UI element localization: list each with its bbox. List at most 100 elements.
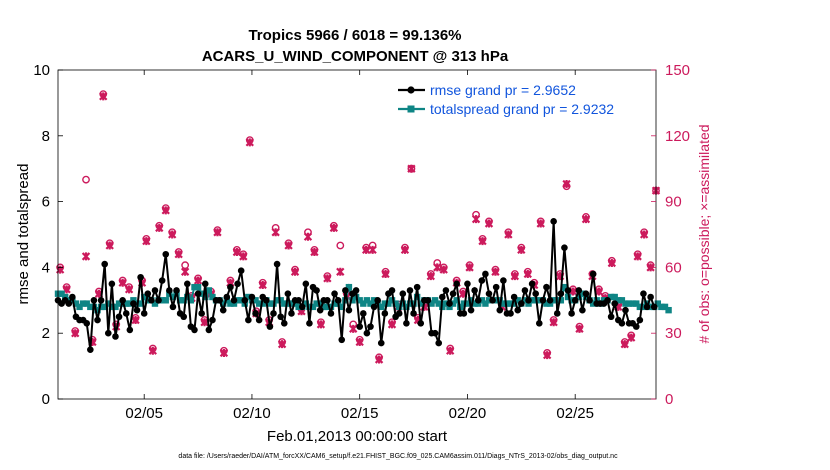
rmse-point bbox=[245, 316, 252, 324]
legend-spread-marker bbox=[407, 105, 415, 113]
rmse-point bbox=[298, 303, 306, 311]
obs-assimilated-point bbox=[284, 241, 293, 250]
rmse-point bbox=[622, 306, 629, 314]
rmse-point bbox=[363, 329, 371, 337]
totalspread-point bbox=[514, 297, 521, 304]
totalspread-point bbox=[302, 300, 310, 307]
totalspread-point bbox=[220, 300, 227, 307]
plot-area-frame bbox=[57, 69, 657, 400]
totalspread-point bbox=[144, 297, 151, 304]
totalspread-point bbox=[97, 303, 105, 311]
obs-assimilated-point bbox=[168, 230, 177, 239]
rmse-point bbox=[374, 297, 381, 304]
obs-assimilated-point bbox=[118, 278, 127, 287]
rmse-point bbox=[288, 310, 295, 317]
obs-assimilated-point bbox=[407, 164, 416, 173]
obs-assimilated-point bbox=[239, 252, 248, 261]
totalspread-point bbox=[561, 283, 568, 291]
rmse-point bbox=[632, 323, 640, 330]
totalspread-point bbox=[76, 303, 83, 311]
obs-assimilated-point bbox=[484, 219, 494, 228]
rmse-point bbox=[263, 297, 270, 304]
rmse-point bbox=[194, 290, 202, 298]
rmse-point bbox=[449, 290, 457, 298]
rmse-point bbox=[227, 283, 234, 291]
rmse-point bbox=[352, 287, 360, 294]
legend-spread-label: totalspread grand pr = 2.9232 bbox=[430, 101, 614, 117]
rmse-point bbox=[532, 290, 539, 298]
totalspread-point bbox=[58, 290, 65, 297]
totalspread-point bbox=[428, 300, 435, 307]
rmse-point bbox=[561, 244, 568, 251]
totalspread-point bbox=[431, 297, 439, 304]
rmse-point bbox=[266, 323, 274, 330]
rmse-point bbox=[144, 290, 152, 298]
x-tick-label: 02/10 bbox=[233, 405, 271, 422]
rmse-point bbox=[377, 339, 385, 347]
totalspread-point bbox=[115, 300, 123, 307]
totalspread-point bbox=[622, 300, 629, 307]
x-tick-label: 02/25 bbox=[556, 405, 594, 422]
rmse-point bbox=[471, 287, 478, 294]
totalspread-point bbox=[381, 300, 389, 307]
totalspread-point bbox=[442, 300, 450, 307]
totalspread-point bbox=[550, 297, 557, 304]
rmse-point bbox=[316, 306, 324, 314]
rmse-point bbox=[162, 250, 170, 258]
totalspread-point bbox=[640, 303, 647, 311]
totalspread-point bbox=[607, 293, 615, 301]
totalspread-point bbox=[327, 303, 335, 311]
rmse-point bbox=[237, 267, 245, 274]
obs-assimilated-point bbox=[536, 219, 545, 228]
rmse-point bbox=[460, 310, 468, 317]
obs-assimilated-point bbox=[193, 276, 203, 285]
rmse-point bbox=[248, 293, 256, 301]
rmse-point bbox=[94, 316, 101, 324]
rmse-point bbox=[650, 303, 658, 311]
obs-assimilated-point bbox=[368, 245, 377, 255]
obs-assimilated-point bbox=[232, 247, 242, 257]
obs-assimilated-point bbox=[491, 267, 500, 276]
totalspread-point bbox=[176, 297, 184, 304]
totalspread-point bbox=[564, 293, 572, 301]
rmse-point bbox=[367, 323, 374, 330]
totalspread-point bbox=[306, 303, 313, 311]
rmse-point bbox=[270, 310, 277, 317]
y-axis-label: rmse and totalspread bbox=[15, 164, 32, 305]
obs-assimilated-point bbox=[219, 348, 229, 358]
rmse-point bbox=[180, 313, 188, 321]
rmse-point bbox=[201, 280, 209, 288]
obs-assimilated-point bbox=[174, 250, 183, 259]
obs-assimilated-point bbox=[105, 241, 114, 250]
rmse-point bbox=[446, 300, 453, 307]
rmse-point bbox=[65, 300, 73, 307]
rmse-point bbox=[413, 283, 421, 291]
y-tick-label: 2 bbox=[42, 325, 50, 342]
totalspread-point bbox=[202, 293, 209, 301]
y-tick-label: 8 bbox=[42, 128, 50, 145]
rmse-point bbox=[122, 310, 130, 317]
obs-assimilated-point bbox=[607, 258, 617, 268]
rmse-point bbox=[521, 287, 529, 294]
obs-assimilated-point bbox=[277, 339, 287, 349]
totalspread-point bbox=[187, 297, 195, 304]
rmse-point bbox=[345, 306, 353, 314]
rmse-point bbox=[219, 306, 227, 314]
y-tick-label: 0 bbox=[42, 391, 50, 408]
rmse-point bbox=[198, 310, 205, 317]
rmse-point bbox=[284, 290, 292, 298]
rmse-point bbox=[97, 297, 105, 304]
rmse-point bbox=[90, 297, 98, 304]
totalspread-point bbox=[568, 297, 575, 304]
rmse-point bbox=[439, 293, 446, 301]
totalspread-point bbox=[158, 297, 166, 304]
rmse-point bbox=[87, 346, 94, 353]
rmse-point bbox=[535, 320, 543, 327]
y-right-tick-label: 120 bbox=[665, 128, 690, 145]
legend-rmse-label: rmse grand pr = 2.9652 bbox=[430, 82, 576, 98]
totalspread-point bbox=[536, 297, 543, 304]
totalspread-point bbox=[255, 300, 263, 307]
y-right-tick-label: 0 bbox=[665, 391, 673, 408]
obs-assimilated-point bbox=[549, 318, 558, 327]
rmse-point bbox=[399, 290, 407, 298]
